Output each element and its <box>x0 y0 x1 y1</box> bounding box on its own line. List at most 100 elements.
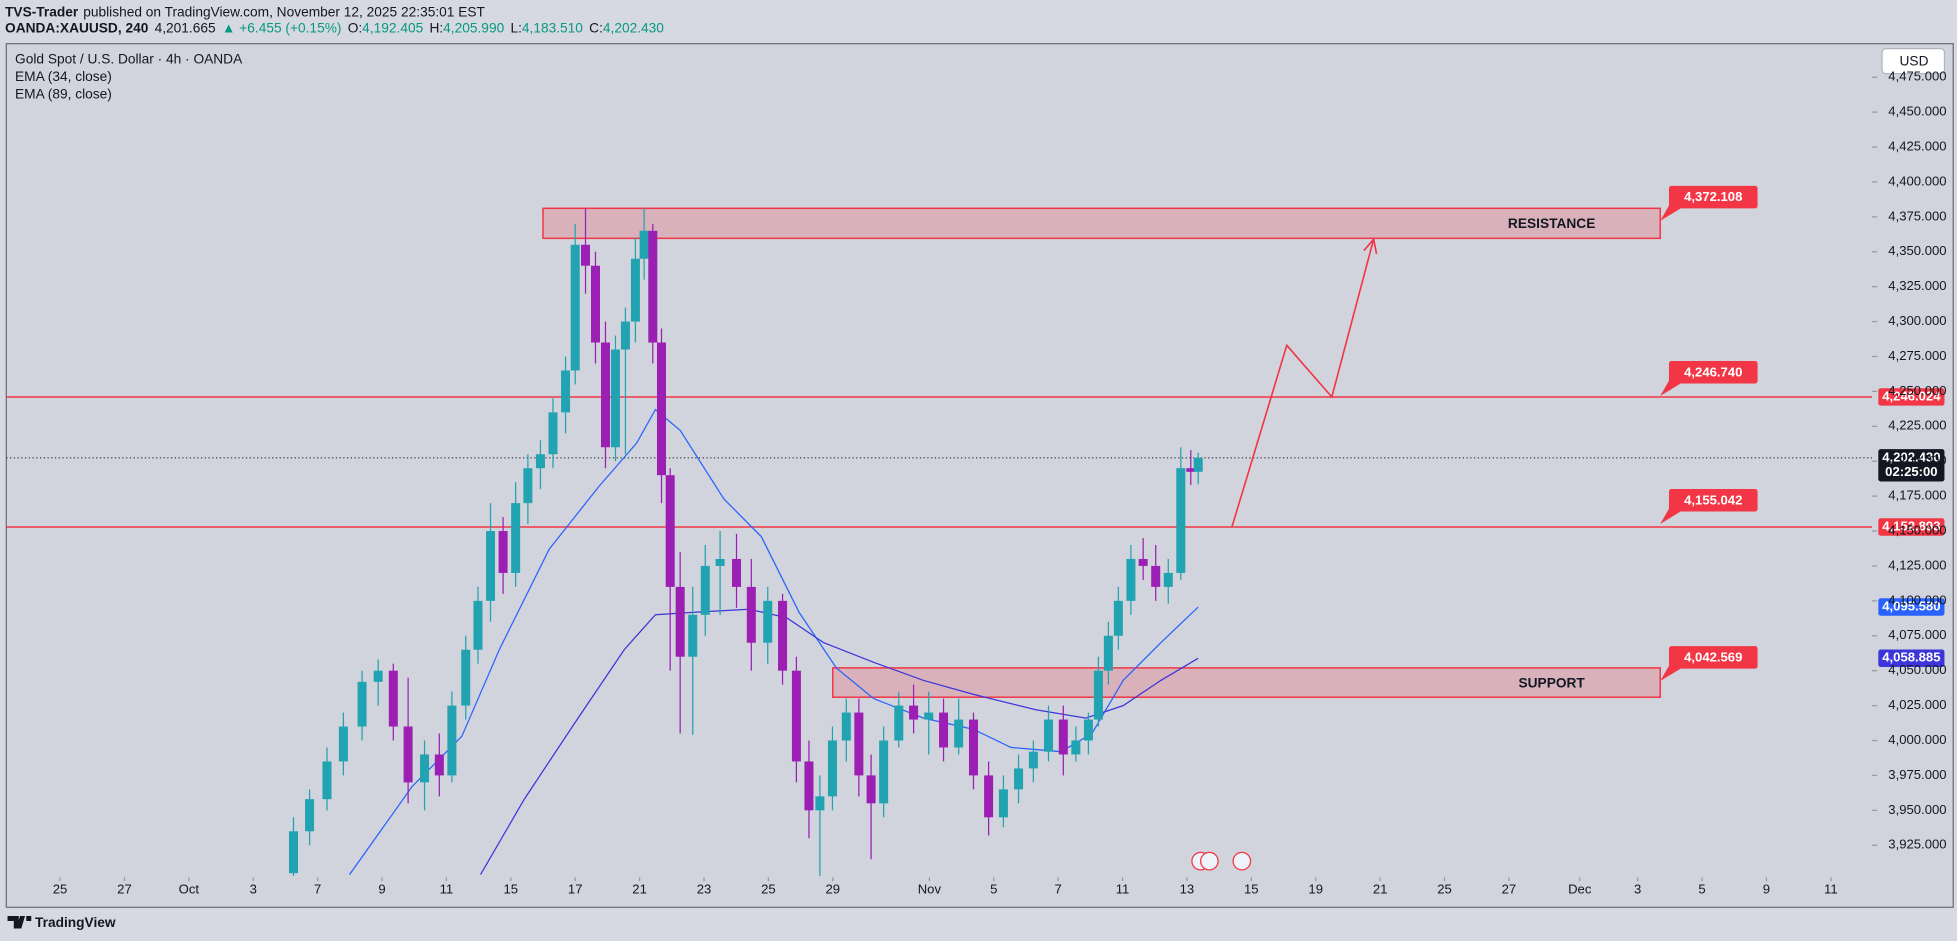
y-tick-label: 4,050.000 <box>1888 662 1946 677</box>
candle-body <box>447 705 457 776</box>
candle-body <box>581 244 591 266</box>
candle-body <box>434 754 444 776</box>
symbol: OANDA:XAUUSD, 240 <box>5 20 149 35</box>
x-tick-label: 11 <box>1116 881 1130 896</box>
x-tick-label: 21 <box>1373 881 1388 896</box>
candle-body <box>473 600 483 650</box>
candle-body <box>700 565 710 615</box>
ohlc-value: 4,192.405 <box>362 20 423 35</box>
candle-body <box>461 649 471 706</box>
candle-body <box>388 670 398 727</box>
y-tick-label: 4,375.000 <box>1888 208 1946 223</box>
change: ▲ +6.455 (+0.15%) <box>222 20 342 35</box>
candle-body <box>590 265 600 343</box>
candle-body <box>523 468 533 504</box>
currency-button-bg[interactable] <box>1881 48 1946 75</box>
candle-body <box>288 831 298 874</box>
y-tick-label: 3,975.000 <box>1888 767 1946 782</box>
x-tick-label: 9 <box>378 881 385 896</box>
y-tick-label: 4,475.000 <box>1888 69 1946 84</box>
projection-arrowhead <box>1363 237 1378 255</box>
candle-body <box>894 705 904 741</box>
event-icon[interactable] <box>1200 851 1219 871</box>
candle-body <box>511 503 521 573</box>
chart-title: Gold Spot / U.S. Dollar · 4h · OANDA <box>15 52 243 67</box>
candle-body <box>600 342 610 448</box>
candle-body <box>1193 457 1203 472</box>
candle-body <box>998 789 1008 818</box>
candle-body <box>648 230 658 343</box>
candle-body <box>909 705 919 720</box>
candle-body <box>656 342 667 476</box>
callout-box <box>1668 489 1758 512</box>
callout-box <box>1668 646 1758 669</box>
candle-body <box>939 712 949 748</box>
ema-axis-label-bg <box>1878 598 1945 616</box>
candle-body <box>561 370 571 413</box>
candle-body <box>791 670 801 762</box>
x-tick-label: 15 <box>504 881 519 896</box>
callout-box <box>1668 185 1758 209</box>
x-tick-label: 9 <box>1763 881 1770 896</box>
candle-body <box>548 412 558 455</box>
candle-body <box>968 719 978 776</box>
candle-body <box>763 600 773 643</box>
candle-body <box>620 321 630 350</box>
candle-body <box>954 719 964 748</box>
candle-body <box>322 761 332 800</box>
candle-body <box>403 726 413 783</box>
published: published on TradingView.com, November 1… <box>83 4 485 19</box>
zone <box>542 207 1661 240</box>
event-icon[interactable] <box>1232 851 1252 871</box>
last-price-label: 4,202.430 <box>1882 449 1940 464</box>
x-tick-label: 11 <box>440 881 454 896</box>
ohlc-value: 4,205.990 <box>443 20 504 35</box>
x-tick-label: 13 <box>1180 881 1195 896</box>
level-axis-label: 4,152.893 <box>1882 518 1940 533</box>
candle-body <box>486 531 496 601</box>
candle-body <box>373 670 383 682</box>
last-price: 4,201.665 <box>155 20 216 35</box>
x-tick-label: 7 <box>314 881 321 896</box>
candle-body <box>570 244 580 371</box>
candle-body <box>1103 635 1113 671</box>
y-tick-label: 4,200.000 <box>1888 453 1946 468</box>
candle-body <box>1163 572 1173 587</box>
level-axis-label: 4,246.024 <box>1882 388 1941 403</box>
y-tick-label: 4,250.000 <box>1888 383 1946 398</box>
x-tick-label: 15 <box>1244 881 1259 896</box>
ema-axis-label: 4,058.885 <box>1882 650 1940 665</box>
currency-button[interactable]: USD <box>1900 53 1929 68</box>
x-tick-label: 3 <box>1634 881 1641 896</box>
candle-body <box>420 754 430 783</box>
x-tick-label: 5 <box>990 881 997 896</box>
y-tick-label: 4,000.000 <box>1888 732 1946 747</box>
chart-frame <box>5 43 1954 908</box>
y-tick-label: 4,400.000 <box>1888 173 1946 188</box>
candle-body <box>665 475 675 587</box>
header-line: OANDA:XAUUSD, 240 4,201.665 ▲ +6.455 (+0.1… <box>5 20 664 35</box>
y-tick-label: 4,425.000 <box>1888 138 1946 153</box>
candle-body <box>535 454 545 469</box>
candle-body <box>630 258 640 322</box>
legend-entry: EMA (89, close) <box>15 86 112 101</box>
x-tick-label: 29 <box>825 881 840 896</box>
y-tick-label: 4,450.000 <box>1888 104 1946 119</box>
candle-body <box>498 531 508 573</box>
candle-body <box>639 230 649 259</box>
zone <box>832 667 1661 698</box>
x-tick-label: 25 <box>53 881 68 896</box>
brand: TradingView <box>35 915 116 930</box>
callout-label: 4,246.740 <box>1684 364 1742 379</box>
header-line: TVS-Trader published on TradingView.com, … <box>5 4 485 19</box>
countdown: 02:25:00 <box>1885 464 1937 479</box>
y-tick-label: 4,175.000 <box>1888 488 1946 503</box>
x-tick-label: 19 <box>1308 881 1323 896</box>
candle-body <box>715 558 725 566</box>
candle-body <box>827 740 837 797</box>
ohlc-label: L: <box>510 20 521 35</box>
candle-body <box>357 681 367 727</box>
y-tick-label: 4,025.000 <box>1888 697 1946 712</box>
candle-body <box>984 775 994 818</box>
